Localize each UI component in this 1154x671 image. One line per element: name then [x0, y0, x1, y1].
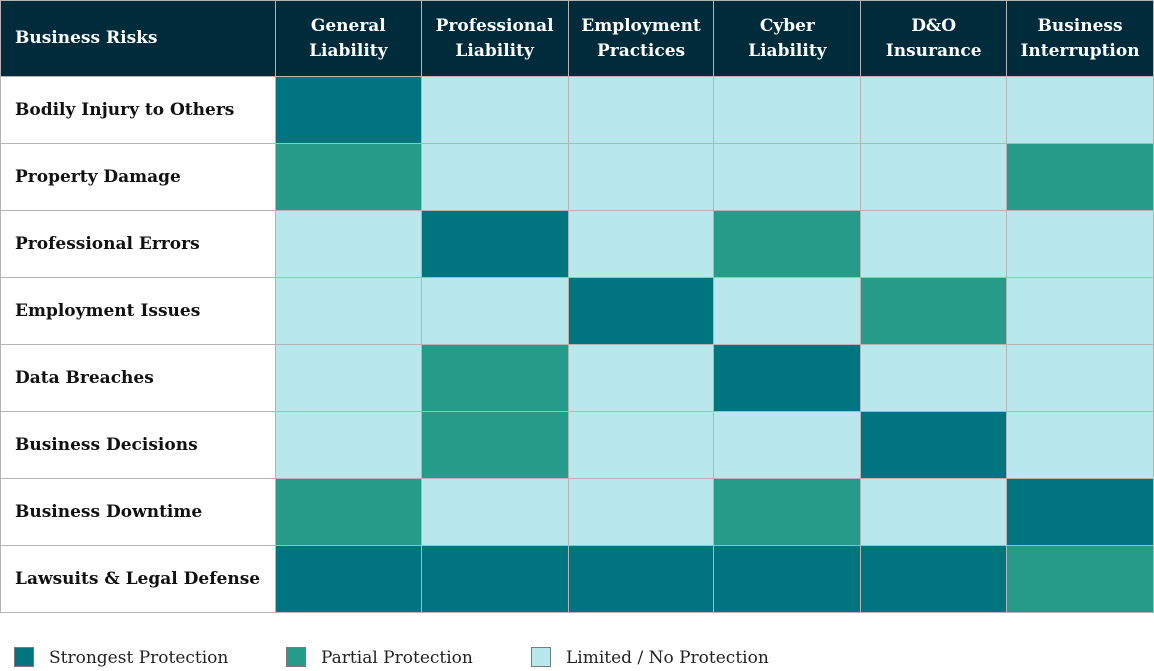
column-header: General Liability — [274, 0, 422, 77]
row-label: Business Decisions — [0, 411, 276, 479]
heatmap-cell-limited — [567, 411, 715, 479]
column-header: Cyber Liability — [713, 0, 862, 77]
heatmap-cell-strong — [274, 76, 422, 144]
column-header-line: Liability — [455, 40, 534, 61]
row-label: Employment Issues — [0, 277, 276, 345]
column-header-line: Employment — [581, 15, 701, 36]
heatmap-cell-limited — [860, 210, 1008, 278]
table-row: Employment Issues — [0, 277, 1154, 345]
heatmap-cell-limited — [860, 76, 1008, 144]
heatmap-cell-partial — [274, 478, 422, 546]
heatmap-cell-limited — [860, 344, 1008, 412]
heatmap-cell-strong — [713, 344, 862, 412]
heatmap-cell-limited — [713, 411, 862, 479]
heatmap-cell-strong — [860, 545, 1008, 613]
column-header: Employment Practices — [567, 0, 715, 77]
coverage-matrix: Business Risks General Liability Professio… — [0, 0, 1154, 613]
heatmap-cell-limited — [567, 478, 715, 546]
heatmap-cell-limited — [1006, 76, 1154, 144]
heatmap-cell-strong — [713, 545, 862, 613]
heatmap-cell-limited — [567, 344, 715, 412]
table-row: Property Damage — [0, 143, 1154, 211]
heatmap-cell-limited — [860, 478, 1008, 546]
heatmap-cell-strong — [420, 210, 569, 278]
heatmap-cell-partial — [1006, 545, 1154, 613]
row-label: Bodily Injury to Others — [0, 76, 276, 144]
row-label: Lawsuits & Legal Defense — [0, 545, 276, 613]
table-row: Business Decisions — [0, 411, 1154, 479]
heatmap-cell-strong — [1006, 478, 1154, 546]
heatmap-cell-partial — [1006, 143, 1154, 211]
column-header: D&O Insurance — [860, 0, 1008, 77]
column-header-line: Interruption — [1020, 40, 1140, 61]
heatmap-cell-partial — [420, 344, 569, 412]
heatmap-cell-limited — [1006, 210, 1154, 278]
heatmap-cell-limited — [567, 143, 715, 211]
legend-label: Limited / No Protection — [566, 648, 769, 668]
table-row: Lawsuits & Legal Defense — [0, 545, 1154, 613]
row-label: Business Downtime — [0, 478, 276, 546]
column-header: Professional Liability — [420, 0, 569, 77]
heatmap-cell-limited — [860, 143, 1008, 211]
heatmap-cell-limited — [420, 143, 569, 211]
heatmap-cell-partial — [274, 143, 422, 211]
header-row: Business Risks General Liability Professio… — [0, 0, 1154, 77]
heatmap-cell-strong — [420, 545, 569, 613]
corner-header: Business Risks — [0, 0, 276, 77]
heatmap-cell-limited — [1006, 277, 1154, 345]
heatmap-cell-limited — [274, 411, 422, 479]
heatmap-cell-limited — [420, 277, 569, 345]
column-header-line: General — [310, 15, 386, 36]
heatmap-cell-limited — [274, 344, 422, 412]
legend-swatch — [531, 647, 551, 667]
heatmap-cell-limited — [420, 76, 569, 144]
legend-label: Strongest Protection — [49, 648, 229, 668]
column-header-line: Cyber — [759, 15, 815, 36]
matrix-body: Bodily Injury to Others Property Damage Pr… — [0, 76, 1154, 613]
column-header-line: Liability — [748, 40, 827, 61]
column-header: Business Interruption — [1006, 0, 1154, 77]
column-header-line: Business — [1037, 15, 1123, 36]
row-label: Property Damage — [0, 143, 276, 211]
row-label: Data Breaches — [0, 344, 276, 412]
legend-swatch — [14, 647, 34, 667]
column-header-line: Practices — [596, 40, 686, 61]
heatmap-cell-strong — [567, 277, 715, 345]
heatmap-cell-limited — [567, 210, 715, 278]
heatmap-cell-partial — [420, 411, 569, 479]
heatmap-cell-strong — [860, 411, 1008, 479]
heatmap-cell-partial — [713, 478, 862, 546]
table-row: Bodily Injury to Others — [0, 76, 1154, 144]
legend-label: Partial Protection — [321, 648, 473, 668]
heatmap-cell-limited — [274, 277, 422, 345]
heatmap-cell-limited — [713, 76, 862, 144]
heatmap-cell-strong — [567, 545, 715, 613]
table-row: Data Breaches — [0, 344, 1154, 412]
heatmap-cell-partial — [860, 277, 1008, 345]
column-header-line: Professional — [435, 15, 554, 36]
legend-swatch — [286, 647, 306, 667]
heatmap-cell-limited — [713, 143, 862, 211]
heatmap-cell-limited — [420, 478, 569, 546]
heatmap-cell-limited — [1006, 344, 1154, 412]
heatmap-cell-limited — [713, 277, 862, 345]
matrix-header: Business Risks General Liability Professio… — [0, 0, 1154, 77]
heatmap-cell-limited — [1006, 411, 1154, 479]
heatmap-cell-limited — [567, 76, 715, 144]
row-label: Professional Errors — [0, 210, 276, 278]
heatmap-cell-limited — [274, 210, 422, 278]
column-header-line: D&O — [911, 15, 957, 36]
column-header-line: Liability — [309, 40, 388, 61]
column-header-line: Insurance — [885, 40, 982, 61]
table-row: Professional Errors — [0, 210, 1154, 278]
heatmap-cell-strong — [274, 545, 422, 613]
heatmap-cell-partial — [713, 210, 862, 278]
table-row: Business Downtime — [0, 478, 1154, 546]
